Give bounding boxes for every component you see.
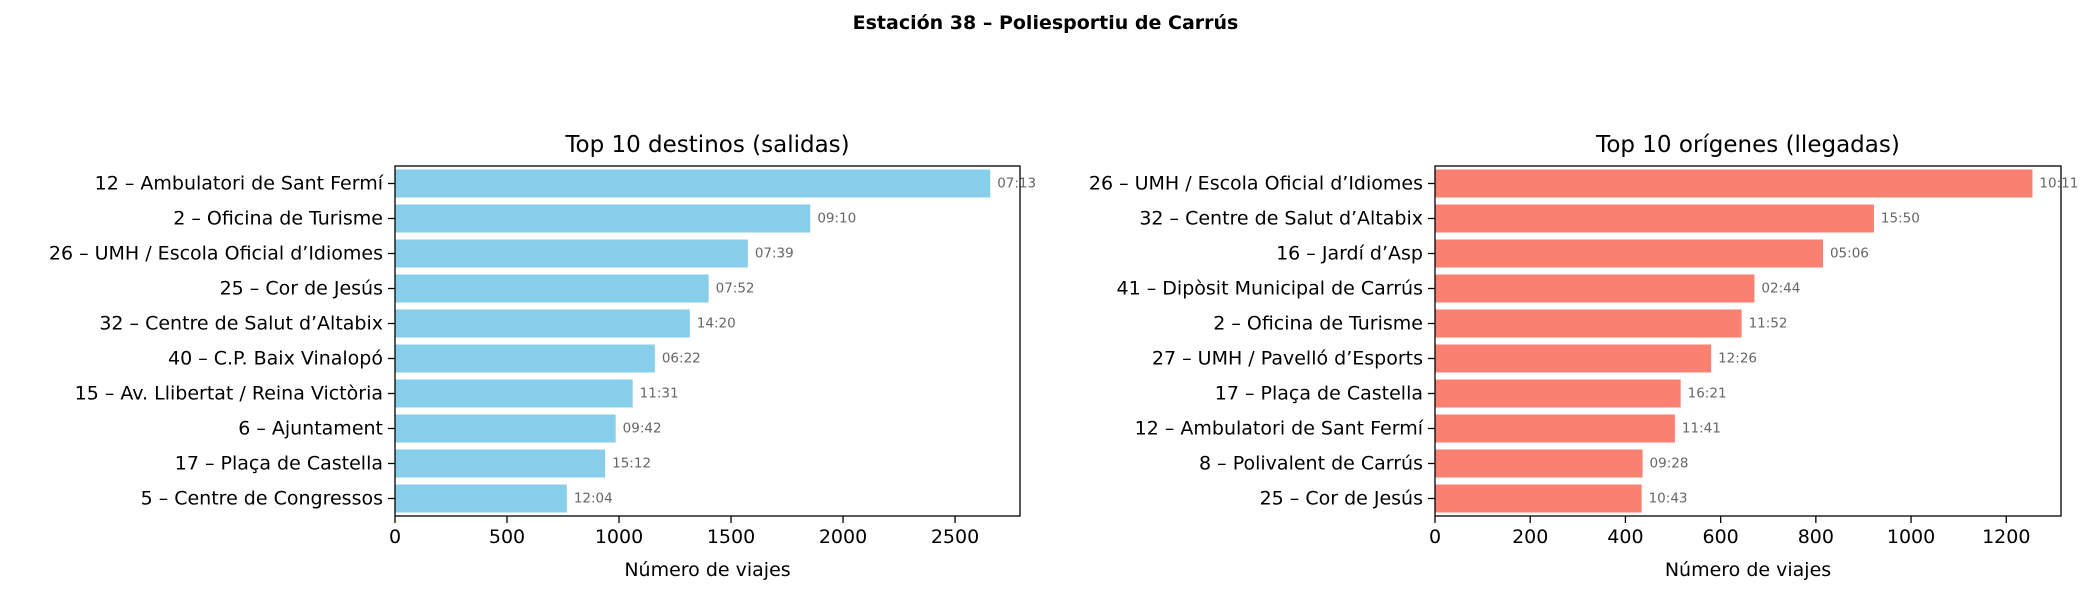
bar-destinos-4 [395,309,690,338]
xtick-label-1: 500 [489,526,525,548]
bar-annotation-6: 16:21 [1688,386,1727,402]
chart-panel-origenes: 26 – UMH / Escola Oficial d’Idiomes 10:11… [1089,132,2078,581]
bar-origenes-4 [1435,309,1742,338]
category-label-0: 12 – Ambulatori de Sant Fermí [95,173,384,195]
category-label-1: 32 – Centre de Salut d’Altabix [1139,208,1423,230]
chart-title: Top 10 destinos (salidas) [564,132,849,158]
bar-destinos-1 [395,204,811,233]
xtick-label-6: 1200 [1982,526,2030,548]
xtick-label-5: 1000 [1887,526,1935,548]
category-label-8: 17 – Plaça de Castella [175,453,383,475]
bar-origenes-5 [1435,344,1712,373]
axes-frame [1434,165,2062,517]
bar-origenes-6 [1435,379,1681,408]
category-label-6: 17 – Plaça de Castella [1215,383,1423,405]
bar-origenes-0 [1435,169,2033,198]
category-label-7: 6 – Ajuntament [238,418,383,440]
axes-frame [394,165,1021,517]
bar-annotation-5: 12:26 [1718,351,1757,367]
bar-annotation-4: 11:52 [1749,316,1788,332]
xtick-label-1: 200 [1512,526,1548,548]
bar-origenes-8 [1435,449,1643,478]
bar-origenes-9 [1435,484,1642,513]
category-label-6: 15 – Av. Llibertat / Reina Victòria [75,383,383,405]
bar-annotation-9: 12:04 [574,491,613,507]
bar-annotation-7: 11:41 [1682,421,1721,437]
xtick-label-2: 1000 [595,526,643,548]
x-axis-label: Número de viajes [1665,559,1831,581]
bar-destinos-9 [395,484,567,513]
xtick-label-3: 1500 [707,526,755,548]
bar-annotation-0: 10:11 [2039,176,2078,192]
bar-origenes-7 [1435,414,1675,443]
bar-destinos-3 [395,274,709,303]
bar-destinos-5 [395,344,655,373]
bar-annotation-6: 11:31 [640,386,679,402]
xtick-label-4: 800 [1798,526,1834,548]
xtick-label-2: 400 [1607,526,1643,548]
figure-suptitle: Estación 38 – Poliesportiu de Carrús [852,12,1239,34]
bar-destinos-6 [395,379,633,408]
category-label-3: 41 – Dipòsit Municipal de Carrús [1117,278,1423,300]
xtick-label-5: 2500 [931,526,979,548]
category-label-2: 26 – UMH / Escola Oficial d’Idiomes [49,243,383,265]
category-label-9: 5 – Centre de Congressos [141,488,383,510]
x-axis-label: Número de viajes [624,559,790,581]
bar-origenes-2 [1435,239,1823,268]
bar-destinos-2 [395,239,748,268]
bar-destinos-7 [395,414,616,443]
bar-annotation-1: 09:10 [817,211,856,227]
category-label-9: 25 – Cor de Jesús [1260,488,1423,510]
bar-annotation-8: 15:12 [612,456,651,472]
bar-annotation-2: 07:39 [755,246,794,262]
bar-annotation-2: 05:06 [1830,246,1869,262]
category-label-1: 2 – Oficina de Turisme [173,208,383,230]
xtick-label-4: 2000 [819,526,867,548]
bar-destinos-0 [395,169,991,198]
category-label-0: 26 – UMH / Escola Oficial d’Idiomes [1089,173,1423,195]
bar-origenes-1 [1435,204,1874,233]
bar-annotation-3: 07:52 [716,281,755,297]
xtick-label-3: 600 [1702,526,1738,548]
category-label-2: 16 – Jardí d’Asp [1276,243,1423,265]
bar-annotation-4: 14:20 [697,316,736,332]
category-label-4: 32 – Centre de Salut d’Altabix [99,313,383,335]
category-label-5: 27 – UMH / Pavelló d’Esports [1152,348,1423,370]
bar-annotation-1: 15:50 [1881,211,1920,227]
category-label-5: 40 – C.P. Baix Vinalopó [168,348,383,370]
bar-destinos-8 [395,449,606,478]
xtick-label-0: 0 [389,526,401,548]
chart-title: Top 10 orígenes (llegadas) [1595,132,1900,158]
category-label-8: 8 – Polivalent de Carrús [1199,453,1423,475]
xtick-label-0: 0 [1429,526,1441,548]
category-label-3: 25 – Cor de Jesús [220,278,383,300]
bar-origenes-3 [1435,274,1755,303]
bar-annotation-9: 10:43 [1649,491,1688,507]
bar-annotation-8: 09:28 [1650,456,1689,472]
bar-annotation-5: 06:22 [662,351,701,367]
bar-annotation-7: 09:42 [623,421,662,437]
category-label-7: 12 – Ambulatori de Sant Fermí [1135,418,1424,440]
bar-annotation-3: 02:44 [1761,281,1800,297]
bar-annotation-0: 07:13 [997,176,1036,192]
chart-panel-destinos: 12 – Ambulatori de Sant Fermí 07:13 2 – Of… [49,132,1036,581]
category-label-4: 2 – Oficina de Turisme [1213,313,1423,335]
